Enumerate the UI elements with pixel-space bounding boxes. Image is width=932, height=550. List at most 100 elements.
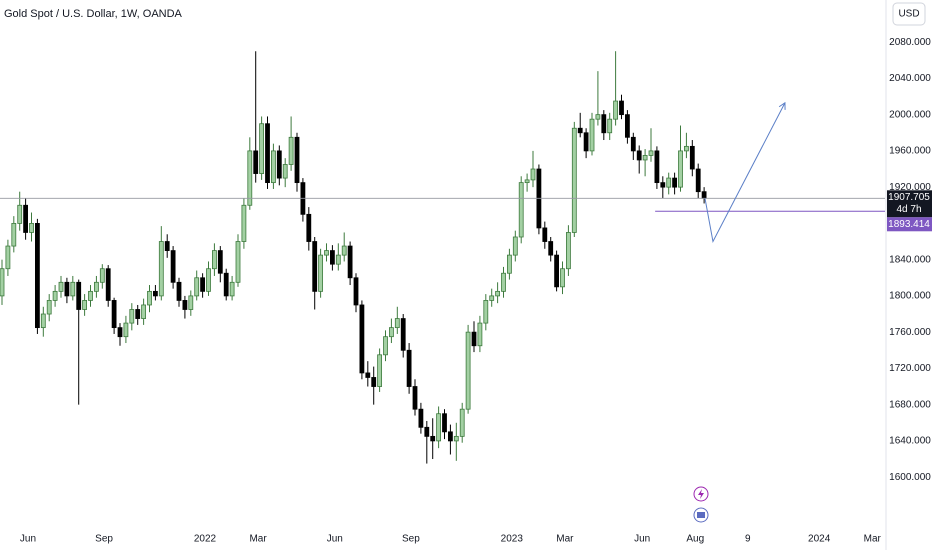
plot — [0, 0, 887, 550]
x-tick-label: Jun — [20, 534, 36, 545]
candle-down — [200, 277, 206, 292]
flag — [697, 512, 705, 518]
candle-down — [176, 281, 182, 301]
chart-title: Gold Spot / U.S. Dollar, 1W, OANDA — [4, 8, 183, 20]
candle-down — [672, 177, 678, 188]
candle-down — [689, 145, 695, 170]
y-tick-label: 1640.000 — [889, 436, 931, 447]
candle-up — [247, 150, 253, 206]
y-tick-label: 2000.000 — [889, 109, 931, 120]
candle-down — [182, 300, 188, 310]
candle-up — [282, 164, 288, 179]
candle-up — [684, 145, 689, 152]
countdown-label: 4d 7h — [896, 204, 921, 215]
y-tick-label: 1760.000 — [889, 327, 931, 338]
x-tick-label: 2023 — [501, 534, 524, 545]
candle-down — [577, 127, 583, 134]
candle-down — [695, 168, 701, 193]
candle-up — [341, 245, 347, 256]
candle-down — [371, 377, 377, 387]
candle-up — [11, 222, 17, 247]
candle-up — [648, 150, 654, 156]
candle-up — [436, 413, 442, 442]
candle-up — [70, 281, 76, 297]
candle-down — [265, 123, 270, 184]
candle-down — [111, 300, 117, 329]
candle-down — [601, 114, 607, 134]
candle-up — [642, 155, 648, 161]
candle-down — [554, 254, 560, 288]
candle-up — [229, 281, 235, 297]
candle-down — [654, 150, 660, 184]
candle-up — [324, 250, 329, 256]
candle-up — [566, 232, 571, 270]
candle-up — [489, 295, 495, 301]
candle-up — [518, 182, 524, 238]
y-tick-label: 2080.000 — [889, 37, 931, 48]
candle-up — [29, 222, 34, 233]
candle-down — [117, 327, 123, 338]
candle-up — [589, 118, 595, 152]
candle-up — [158, 241, 164, 297]
candle-down — [542, 227, 548, 242]
candle-up — [271, 150, 276, 184]
candle-down — [583, 132, 589, 152]
candle-up — [389, 327, 394, 338]
y-tick-label: 1920.000 — [889, 182, 931, 193]
candle-down — [294, 136, 300, 184]
candle-up — [666, 177, 672, 188]
candle-up — [465, 331, 471, 410]
candle-down — [418, 408, 424, 428]
y-tick-label: 1720.000 — [889, 363, 931, 374]
x-tick-label: Sep — [95, 534, 113, 545]
candle-up — [46, 300, 52, 315]
candle-down — [153, 290, 158, 297]
candle-up — [141, 304, 147, 319]
candle-down — [365, 372, 371, 378]
x-tick-label: 9 — [745, 534, 751, 545]
candle-up — [501, 272, 506, 292]
candle-up — [394, 318, 400, 329]
x-tick-label: 2024 — [808, 534, 831, 545]
candle-up — [212, 250, 217, 270]
candle-up — [288, 136, 294, 165]
candle-down — [660, 182, 666, 188]
candle-down — [548, 241, 554, 256]
candle-up — [383, 336, 388, 356]
level-label: 1893.414 — [888, 219, 930, 230]
overlay: 1600.000 1640.000 1680.000 1720.000 1760.000… — [20, 37, 932, 545]
candle-up — [453, 435, 459, 442]
x-tick-label: Aug — [686, 534, 704, 545]
candle-up — [259, 123, 265, 174]
candle-up — [595, 114, 601, 120]
x-tick-label: Mar — [864, 534, 882, 545]
candle-up — [40, 313, 46, 329]
x-tick-label: Jun — [634, 534, 650, 545]
candle-down — [253, 150, 259, 174]
candle-up — [318, 254, 324, 292]
candle-down — [412, 386, 418, 410]
y-tick-label: 1840.000 — [889, 254, 931, 265]
candle-up — [607, 118, 613, 134]
candle-down — [306, 213, 312, 242]
candle-down — [170, 250, 176, 283]
x-tick-label: 2022 — [194, 534, 217, 545]
candle-down — [64, 281, 70, 297]
lightning — [698, 489, 704, 499]
x-tick-label: Jun — [327, 534, 343, 545]
candle-up — [335, 254, 341, 265]
candle-down — [347, 245, 353, 279]
currency-label[interactable]: USD — [898, 9, 919, 20]
candle-up — [82, 300, 88, 310]
candle-down — [76, 281, 82, 310]
currency-button[interactable] — [892, 2, 926, 26]
candle-up — [459, 408, 465, 437]
candle-up — [512, 236, 518, 256]
candle-up — [613, 100, 619, 120]
candle-up — [17, 204, 23, 224]
candle-down — [105, 268, 111, 301]
candle-up — [123, 322, 129, 338]
candle-down — [625, 114, 630, 138]
